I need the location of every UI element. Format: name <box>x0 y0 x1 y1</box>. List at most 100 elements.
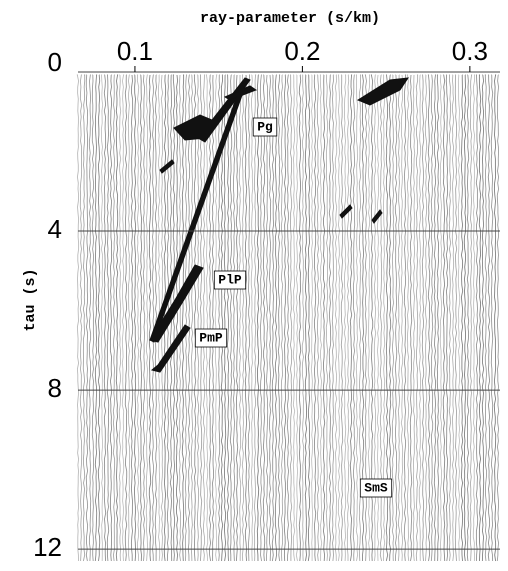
trace <box>196 74 200 562</box>
annotation: PlP <box>218 272 242 287</box>
trace <box>490 74 494 562</box>
annotation-box <box>252 117 278 137</box>
trace <box>211 74 215 561</box>
trace <box>106 74 110 562</box>
trace <box>136 74 140 562</box>
trace <box>427 74 431 562</box>
trace <box>346 74 350 561</box>
trace <box>493 74 497 562</box>
trace <box>433 74 437 562</box>
trace <box>280 74 284 562</box>
trace <box>394 74 398 562</box>
trace <box>190 74 194 562</box>
trace <box>76 74 80 562</box>
trace <box>451 74 455 562</box>
annotation-box <box>359 478 393 498</box>
trace <box>187 74 191 562</box>
arrival <box>339 204 353 219</box>
trace <box>151 74 155 562</box>
trace <box>418 74 422 562</box>
trace <box>139 74 143 562</box>
trace <box>292 74 296 562</box>
trace <box>91 74 95 562</box>
x-tick-label: 0.3 <box>452 36 488 66</box>
trace <box>130 74 134 561</box>
trace <box>142 74 146 562</box>
annotation-box <box>194 328 228 348</box>
trace <box>253 74 257 562</box>
trace <box>175 74 179 562</box>
trace <box>226 74 230 562</box>
trace <box>442 74 446 562</box>
arrival <box>356 77 410 106</box>
y-tick-label: 8 <box>48 373 62 403</box>
trace <box>436 74 440 562</box>
trace <box>124 74 128 562</box>
trace <box>337 74 341 562</box>
arrival <box>371 209 383 224</box>
trace <box>439 74 443 562</box>
trace <box>448 74 452 562</box>
trace <box>247 74 251 562</box>
arrival <box>149 264 204 343</box>
trace <box>466 74 470 562</box>
trace <box>262 74 266 562</box>
trace <box>316 74 320 562</box>
arrival <box>159 159 175 174</box>
trace <box>94 74 98 562</box>
trace <box>304 74 308 562</box>
trace <box>397 74 401 562</box>
trace <box>118 74 122 562</box>
trace <box>403 74 407 562</box>
trace <box>301 74 305 562</box>
trace <box>148 74 152 562</box>
trace <box>496 74 500 562</box>
trace <box>274 74 278 562</box>
trace <box>355 74 359 562</box>
trace <box>244 74 248 562</box>
annotation-box <box>213 270 247 290</box>
trace <box>88 74 92 562</box>
trace <box>172 74 176 562</box>
trace <box>400 74 404 562</box>
arrival <box>150 324 191 373</box>
trace <box>208 74 212 562</box>
trace <box>475 74 479 562</box>
trace <box>97 74 101 562</box>
y-tick-label: 4 <box>48 214 62 244</box>
trace <box>223 74 227 562</box>
y-axis-label: tau (s) <box>22 268 39 331</box>
trace <box>319 74 323 561</box>
trace <box>109 74 113 562</box>
trace <box>154 74 158 561</box>
trace <box>457 74 461 562</box>
trace <box>184 74 188 562</box>
trace <box>415 74 419 562</box>
trace <box>100 74 104 562</box>
trace <box>445 74 449 562</box>
trace <box>412 74 416 562</box>
trace <box>391 74 395 562</box>
trace <box>82 74 86 562</box>
trace <box>460 74 464 562</box>
trace <box>463 74 467 562</box>
trace <box>406 74 410 562</box>
trace <box>307 74 311 562</box>
chart-title: ray-parameter (s/km) <box>200 10 380 27</box>
trace <box>235 74 239 562</box>
trace <box>484 74 488 562</box>
trace <box>205 74 209 562</box>
annotation: Pg <box>257 119 273 134</box>
trace <box>238 75 242 561</box>
trace <box>127 74 131 562</box>
trace <box>229 74 233 561</box>
trace <box>133 74 137 562</box>
annotation: PmP <box>199 330 223 345</box>
trace <box>241 74 245 562</box>
trace <box>409 74 413 562</box>
trace <box>286 74 290 562</box>
trace <box>421 74 425 562</box>
trace <box>325 74 329 562</box>
trace <box>340 74 344 562</box>
trace <box>310 74 314 561</box>
